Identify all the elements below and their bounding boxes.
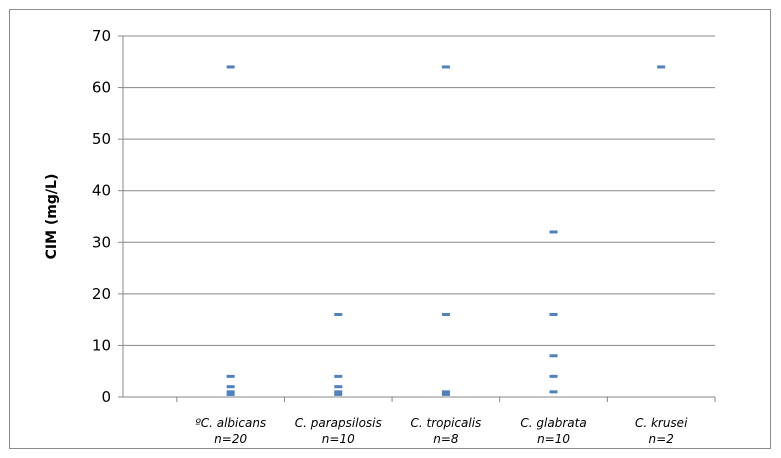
y-tick-label-40: 40 bbox=[92, 182, 111, 200]
data-point-1-0 bbox=[334, 312, 343, 316]
grid-lines bbox=[123, 35, 715, 346]
y-tick-label-50: 50 bbox=[92, 130, 111, 148]
data-point-4-0 bbox=[657, 65, 666, 69]
y-tick-label-60: 60 bbox=[92, 79, 111, 97]
data-point-2-3 bbox=[441, 392, 450, 396]
y-tick-label-20: 20 bbox=[92, 285, 111, 303]
axes bbox=[118, 35, 716, 402]
y-axis-title: CIM (mg/L) bbox=[44, 174, 60, 260]
category-label-4: C. krusei bbox=[635, 416, 688, 430]
data-point-1-4 bbox=[334, 392, 343, 396]
data-point-0-2 bbox=[226, 385, 235, 389]
data-point-2-0 bbox=[441, 65, 450, 69]
category-count-2: n=8 bbox=[433, 432, 459, 446]
category-label-3: C. glabrata bbox=[520, 416, 586, 430]
data-point-1-3 bbox=[334, 390, 343, 394]
category-labels: ºC. albicans n=20 C. parapsilosis n=10 C. tr… bbox=[195, 416, 688, 446]
data-points bbox=[226, 65, 666, 396]
category-count-0: n=20 bbox=[214, 432, 247, 446]
category-label-1: C. parapsilosis bbox=[295, 416, 382, 430]
y-tick-label-70: 70 bbox=[92, 27, 111, 45]
y-tick-label-10: 10 bbox=[92, 336, 111, 354]
category-label-0: ºC. albicans bbox=[195, 416, 266, 430]
data-point-3-0 bbox=[549, 230, 558, 234]
data-point-2-2 bbox=[441, 390, 450, 394]
category-count-1: n=10 bbox=[322, 432, 355, 446]
data-point-3-1 bbox=[549, 312, 558, 316]
data-point-2-1 bbox=[441, 312, 450, 316]
y-tick-label-30: 30 bbox=[92, 233, 111, 251]
category-label-2: C. tropicalis bbox=[411, 416, 482, 430]
chart-frame bbox=[9, 9, 771, 449]
data-point-3-2 bbox=[549, 354, 558, 358]
category-count-4: n=2 bbox=[649, 432, 674, 446]
y-tick-labels: 0 10 20 30 40 50 60 70 bbox=[92, 27, 111, 406]
data-point-1-1 bbox=[334, 374, 343, 378]
data-point-0-3 bbox=[226, 390, 235, 394]
category-count-3: n=10 bbox=[537, 432, 570, 446]
data-point-0-1 bbox=[226, 374, 235, 378]
data-point-1-2 bbox=[334, 385, 343, 389]
data-point-0-0 bbox=[226, 65, 235, 69]
data-point-3-3 bbox=[549, 374, 558, 378]
data-point-0-4 bbox=[226, 392, 235, 396]
data-point-3-4 bbox=[549, 390, 558, 394]
y-tick-label-0: 0 bbox=[101, 388, 111, 406]
